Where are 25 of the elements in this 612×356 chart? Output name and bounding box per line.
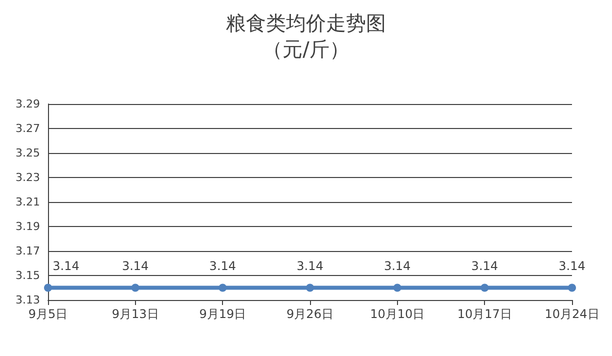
data-label: 3.14 — [122, 258, 149, 273]
data-label: 3.14 — [558, 258, 586, 273]
x-tick-label: 10月17日 — [457, 307, 512, 321]
y-tick-label: 3.17 — [16, 244, 40, 258]
y-tick-label: 3.25 — [16, 146, 40, 160]
y-tick-label: 3.21 — [16, 196, 40, 208]
x-tick-label: 9月19日 — [199, 307, 246, 321]
y-tick-label: 3.19 — [16, 220, 40, 233]
y-tick-label: 3.27 — [16, 122, 40, 135]
y-tick-label: 3.13 — [16, 294, 40, 306]
x-tick-label: 9月26日 — [286, 307, 334, 321]
y-tick-label: 3.15 — [16, 269, 40, 282]
data-label: 3.14 — [384, 258, 411, 273]
chart-title: 粮食类均价走势图 — [226, 11, 386, 35]
data-label: 3.14 — [209, 258, 236, 273]
x-tick-label: 10月10日 — [370, 307, 425, 321]
data-label: 3.14 — [471, 258, 498, 273]
y-tick-label: 3.23 — [16, 171, 40, 184]
x-tick-label: 9月13日 — [112, 307, 159, 321]
chart-subtitle: （元/斤） — [262, 37, 350, 61]
data-label: 3.14 — [296, 258, 324, 273]
x-tick-label: 10月24日 — [544, 307, 600, 321]
y-tick-label: 3.29 — [16, 98, 40, 110]
data-label: 3.14 — [52, 258, 80, 273]
x-tick-label: 9月5日 — [28, 307, 68, 321]
